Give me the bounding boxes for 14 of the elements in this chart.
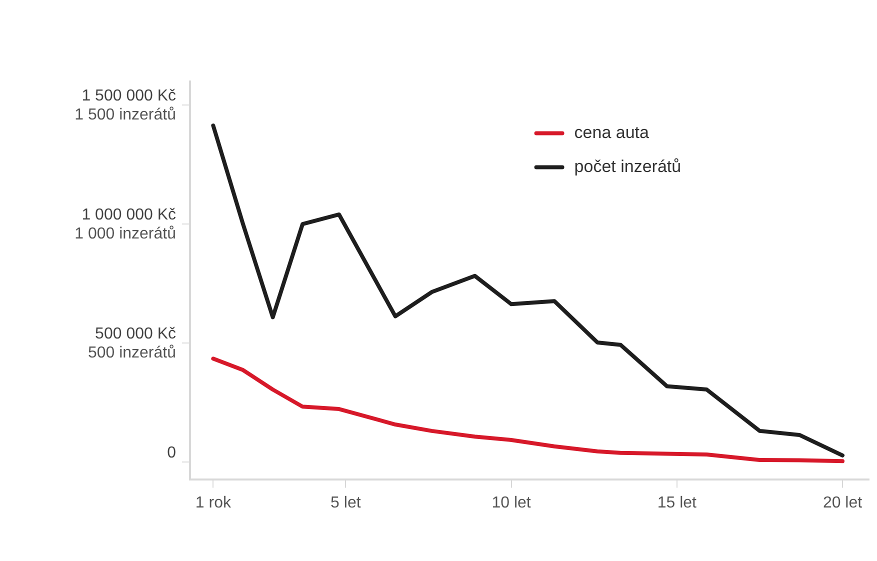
x-tick-label: 5 let	[330, 494, 362, 512]
legend-label: počet inzerátů	[574, 156, 682, 176]
x-tick-label: 1 rok	[195, 494, 232, 512]
y2-tick-label: 1 000 inzerátů	[74, 225, 176, 242]
x-tick-label: 15 let	[657, 494, 698, 512]
x-tick-label: 10 let	[492, 494, 532, 512]
y-tick-label: 0	[167, 444, 176, 462]
y-tick-label: 500 000 Kč	[95, 325, 176, 342]
y2-tick-label: 1 500 inzerátů	[74, 106, 176, 124]
y2-tick-label: 500 inzerátů	[88, 344, 176, 362]
y-tick-label: 1 000 000 Kč	[82, 206, 176, 224]
legend-label: cena auta	[574, 122, 650, 142]
x-tick-label: 20 let	[822, 494, 863, 512]
y-tick-label: 1 500 000 Kč	[82, 87, 176, 104]
